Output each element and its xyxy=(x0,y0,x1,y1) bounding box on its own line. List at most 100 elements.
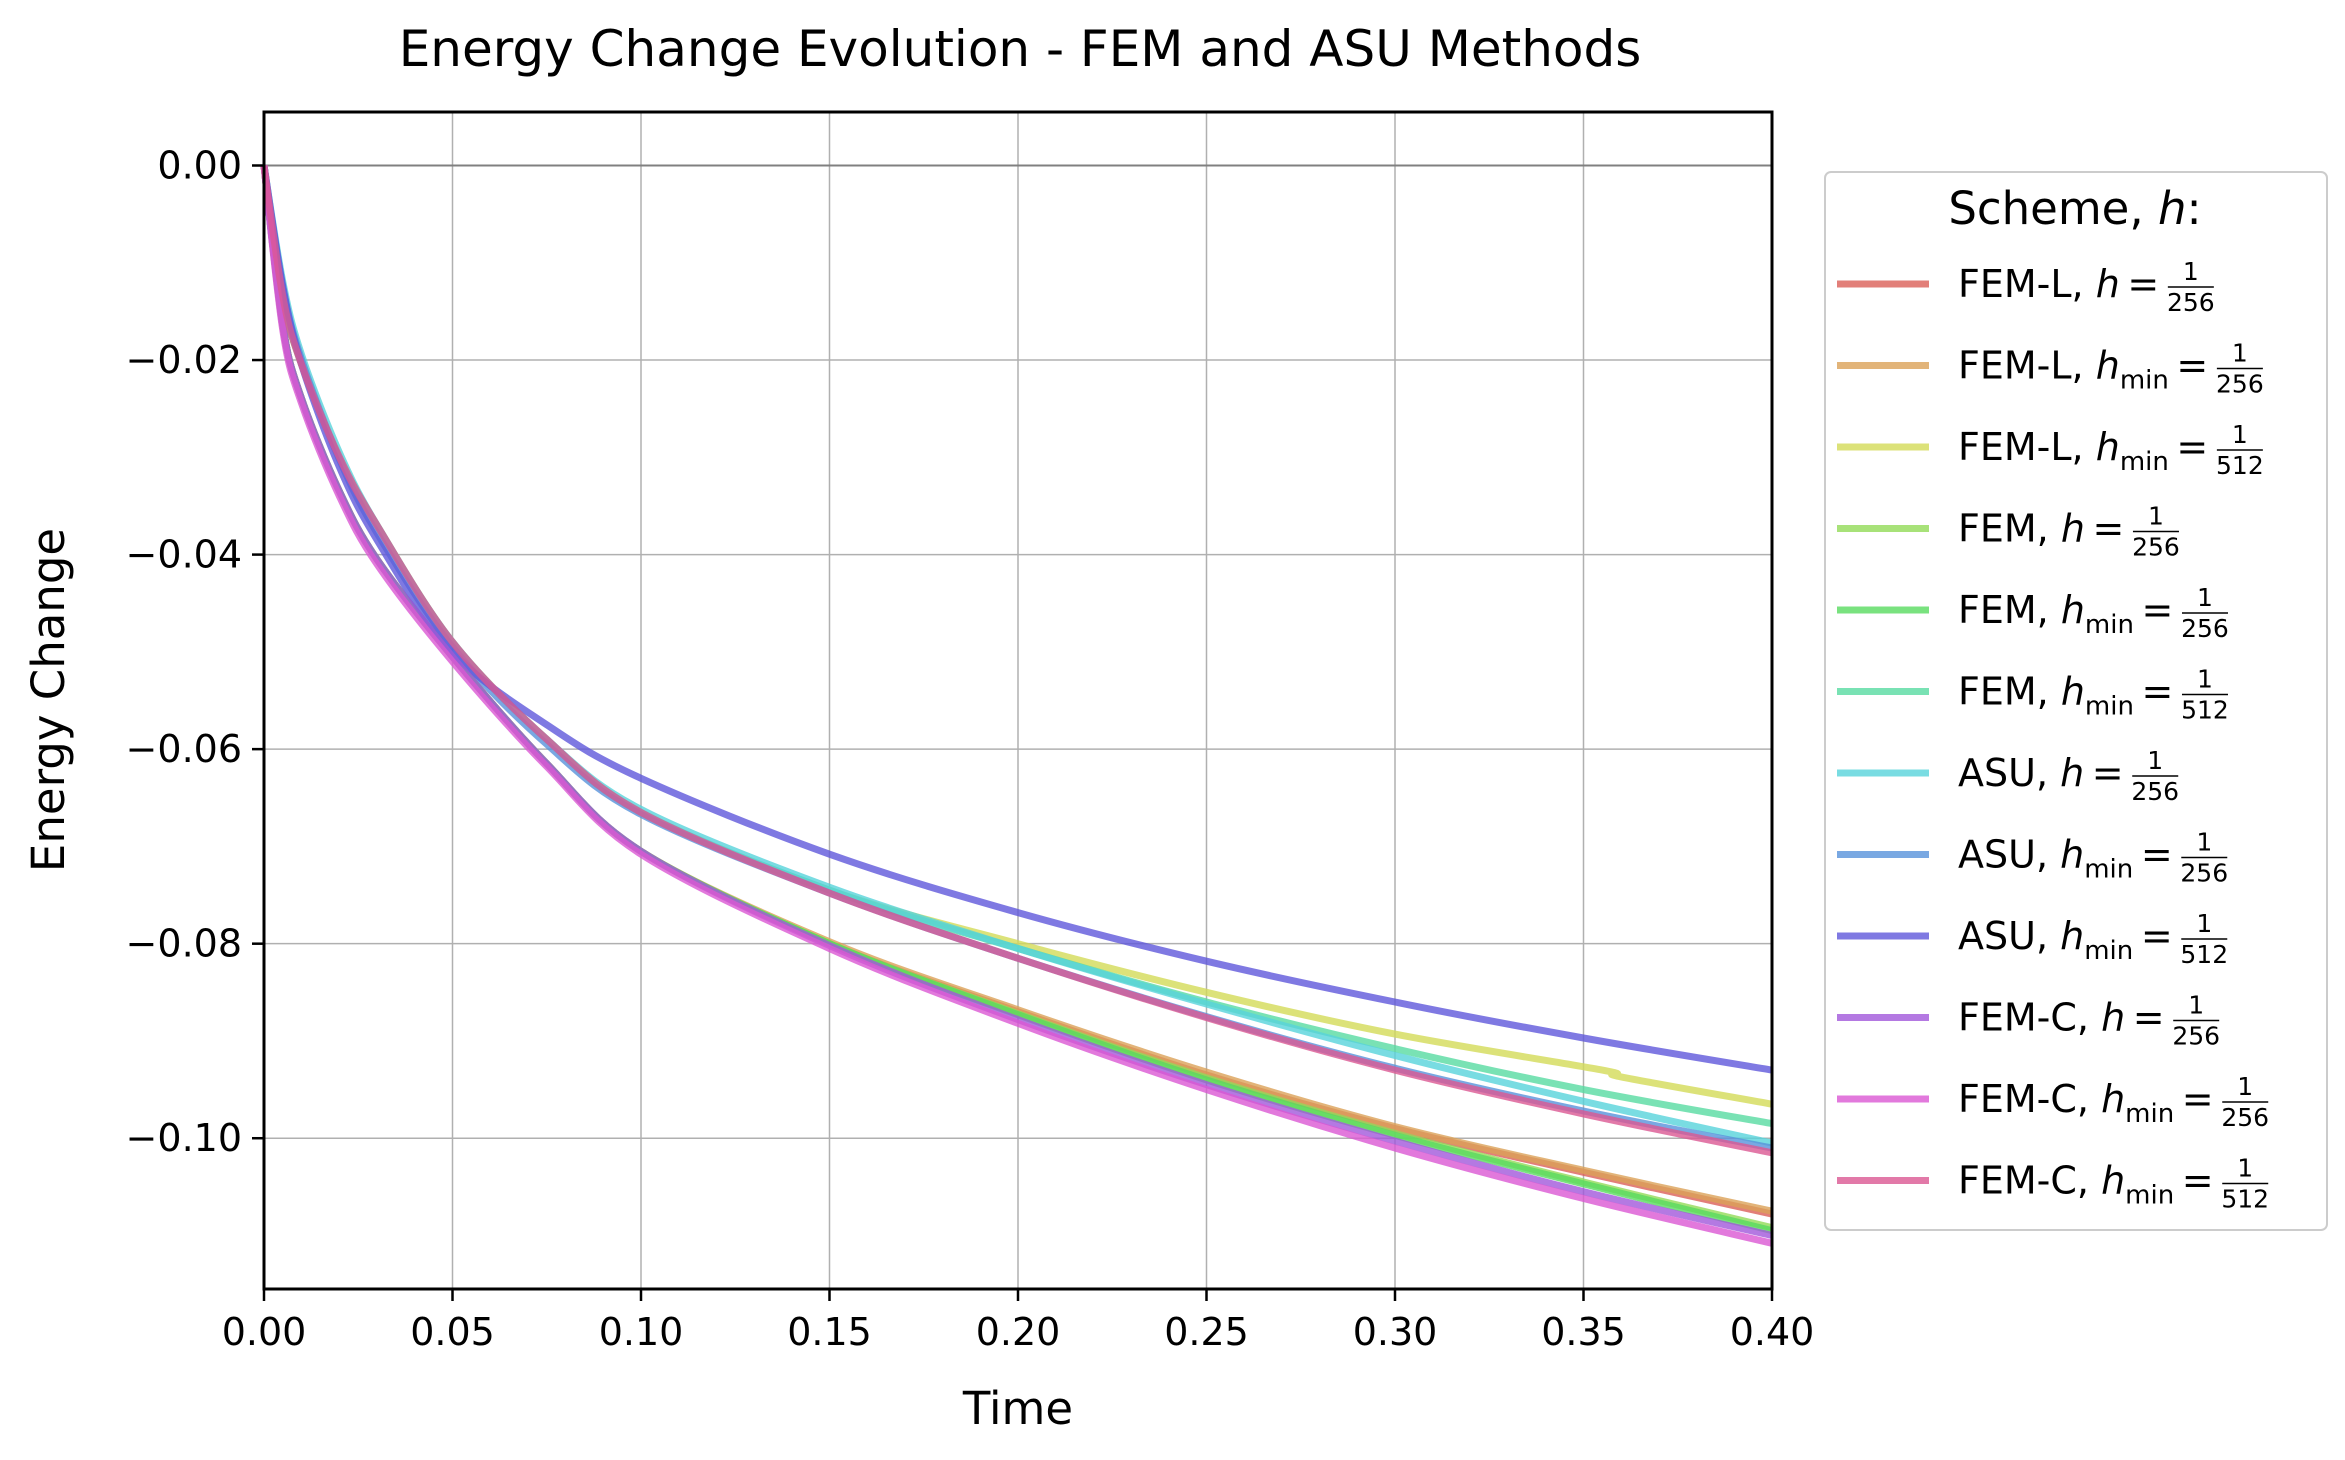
legend-sub: min xyxy=(2120,447,2169,477)
legend-equals: = xyxy=(2169,344,2216,388)
legend-equals: = xyxy=(2125,996,2172,1040)
legend-label: FEM, hmin = xyxy=(1958,588,2181,640)
legend-scheme: FEM-C xyxy=(1958,996,2077,1040)
legend-equals: = xyxy=(2133,914,2180,958)
legend-title-var: h xyxy=(2158,182,2187,235)
legend-scheme: FEM-C xyxy=(1958,1159,2077,1203)
series-line-11 xyxy=(260,165,1773,1157)
legend-comma: , xyxy=(2072,344,2096,388)
series-lines xyxy=(260,164,1773,1247)
y-axis-label: Energy Change xyxy=(22,528,75,872)
legend-var: h xyxy=(2061,588,2085,632)
legend-label: FEM-C, h = xyxy=(1958,996,2172,1040)
legend-equals: = xyxy=(2174,1077,2221,1121)
legend-equals: = xyxy=(2084,751,2131,795)
legend-scheme: ASU xyxy=(1958,833,2036,877)
legend-label: FEM-L, hmin = xyxy=(1958,344,2216,396)
legend-equals: = xyxy=(2134,588,2181,632)
legend-var: h xyxy=(2061,507,2085,551)
legend-scheme: FEM xyxy=(1958,670,2037,714)
legend-equals: = xyxy=(2120,262,2167,306)
x-axis-label: Time xyxy=(962,1382,1073,1435)
legend-scheme: FEM xyxy=(1958,588,2037,632)
legend-label: ASU, hmin = xyxy=(1958,833,2180,885)
legend-var: h xyxy=(2060,833,2084,877)
legend-comma: , xyxy=(2072,262,2096,306)
legend-label: FEM, hmin = xyxy=(1958,670,2181,722)
legend-equals: = xyxy=(2174,1159,2221,1203)
legend-frac-den: 256 xyxy=(2180,859,2228,888)
legend-label: FEM-C, hmin = xyxy=(1958,1159,2221,1211)
legend-comma: , xyxy=(2077,1077,2101,1121)
legend-sub: min xyxy=(2085,610,2134,640)
legend-sub: min xyxy=(2120,366,2169,396)
series-line-10 xyxy=(260,165,1773,1247)
legend-scheme: FEM-L xyxy=(1958,262,2072,306)
y-tick-label: −0.06 xyxy=(126,727,242,771)
x-tick-label: 0.10 xyxy=(599,1310,684,1354)
legend-comma: , xyxy=(2077,1159,2101,1203)
legend-frac-den: 256 xyxy=(2216,370,2264,399)
legend-comma: , xyxy=(2037,670,2061,714)
legend-comma: , xyxy=(2077,996,2101,1040)
legend-equals: = xyxy=(2133,833,2180,877)
legend-frac-num: 1 xyxy=(2197,583,2213,612)
legend-scheme: FEM-L xyxy=(1958,425,2072,469)
legend-label: FEM-L, hmin = xyxy=(1958,425,2216,477)
legend-equals: = xyxy=(2085,507,2132,551)
legend-frac-num: 1 xyxy=(2148,502,2164,531)
legend-frac-den: 256 xyxy=(2172,1022,2220,1051)
legend-comma: , xyxy=(2037,588,2061,632)
x-tick-label: 0.00 xyxy=(222,1310,307,1354)
legend-frac-den: 512 xyxy=(2180,940,2228,969)
legend-sub: min xyxy=(2084,936,2133,966)
legend-label: FEM-L, h = xyxy=(1958,262,2167,306)
legend-var: h xyxy=(2060,914,2084,958)
legend-frac-den: 256 xyxy=(2132,533,2180,562)
x-tick-label: 0.05 xyxy=(410,1310,495,1354)
legend-frac-num: 1 xyxy=(2237,1072,2253,1101)
legend-sub: min xyxy=(2084,855,2133,885)
legend-equals: = xyxy=(2134,670,2181,714)
legend-label: ASU, h = xyxy=(1958,751,2131,795)
axis-ticks: 0.00 0.05 0.10 0.15 0.20 0.25 0.30 0.35 0.40 0.00… xyxy=(126,144,1815,1355)
legend-frac-num: 1 xyxy=(2188,991,2204,1020)
legend-var: h xyxy=(2061,670,2085,714)
legend-comma: , xyxy=(2072,425,2096,469)
legend-var: h xyxy=(2096,425,2120,469)
legend-frac-num: 1 xyxy=(2232,420,2248,449)
legend-scheme: FEM xyxy=(1958,507,2037,551)
y-tick-label: −0.08 xyxy=(126,922,242,966)
legend-comma: , xyxy=(2037,507,2061,551)
legend-label: FEM, h = xyxy=(1958,507,2132,551)
legend-frac-den: 256 xyxy=(2167,288,2215,317)
legend-scheme: FEM-L xyxy=(1958,344,2072,388)
legend-frac-den: 512 xyxy=(2216,451,2264,480)
legend-frac-den: 256 xyxy=(2181,614,2229,643)
legend-title-prefix: Scheme, xyxy=(1948,182,2158,235)
legend-frac-num: 1 xyxy=(2147,746,2163,775)
legend-title: Scheme, h: xyxy=(1948,182,2201,235)
x-tick-label: 0.20 xyxy=(976,1310,1061,1354)
legend-comma: , xyxy=(2036,751,2060,795)
legend-frac-num: 1 xyxy=(2183,257,2199,286)
legend-frac-num: 1 xyxy=(2232,339,2248,368)
legend-frac-num: 1 xyxy=(2197,665,2213,694)
legend-label: FEM-C, hmin = xyxy=(1958,1077,2221,1129)
legend-equals: = xyxy=(2169,425,2216,469)
legend-scheme: ASU xyxy=(1958,914,2036,958)
legend-var: h xyxy=(2096,262,2120,306)
